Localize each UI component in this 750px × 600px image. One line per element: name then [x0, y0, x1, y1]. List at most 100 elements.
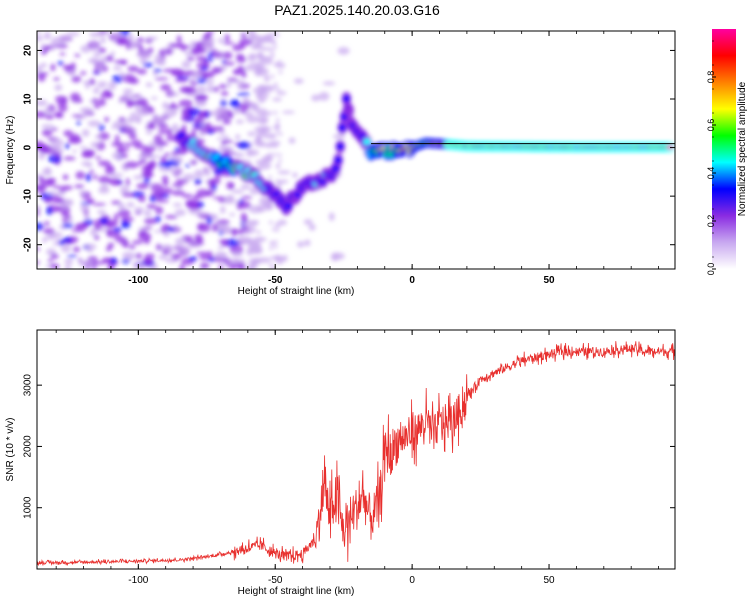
- spectrogram-cell: [83, 109, 90, 116]
- spectrogram-cell: [114, 59, 128, 65]
- spectrogram-cell: [74, 53, 81, 58]
- spectrogram-cell: [246, 115, 259, 123]
- spectrogram-cell: [179, 264, 185, 269]
- spectrogram-cell: [212, 222, 218, 232]
- y-tick-label: 3000: [23, 374, 34, 397]
- spectrogram-cell: [337, 46, 350, 55]
- spectrogram-cell: [63, 156, 76, 161]
- spectrogram-cell: [267, 175, 272, 180]
- spectrogram-cell: [232, 68, 247, 75]
- spectrogram-cell: [174, 147, 180, 152]
- spectrogram-cell: [273, 45, 278, 50]
- spectrogram-cell: [237, 92, 251, 97]
- spectrogram-cell: [253, 137, 264, 147]
- spectrogram-cell: [85, 82, 90, 90]
- spectrogram-cell: [153, 134, 163, 144]
- spectrogram-cell: [154, 77, 169, 81]
- spectrogram-cell: [227, 194, 234, 201]
- spectrogram-cell: [231, 228, 238, 237]
- spectrogram-cell: [85, 173, 92, 182]
- spectrogram-cell: [272, 97, 282, 102]
- spectrogram-cell: [137, 154, 151, 159]
- spectrogram-cell: [194, 99, 207, 107]
- spectrogram-cell: [37, 260, 40, 265]
- spectrogram-cell: [273, 110, 278, 115]
- spectrogram-cell: [41, 128, 53, 137]
- spectrogram-cell: [247, 221, 259, 227]
- spectrogram-cell: [218, 37, 224, 44]
- spectrogram-cell: [165, 227, 176, 231]
- spectrogram-cell: [76, 120, 81, 126]
- spectrogram-cell: [121, 216, 135, 222]
- spectrogram-cell: [137, 195, 146, 203]
- spectrogram-cell: [268, 262, 273, 267]
- spectrogram-cell: [172, 202, 182, 207]
- spectrogram-cell: [275, 62, 286, 69]
- spectrogram-cell: [194, 41, 201, 49]
- spectrogram-cell: [220, 239, 229, 248]
- spectrogram-cell: [107, 177, 121, 185]
- spectrogram-cell: [171, 189, 185, 196]
- spectrogram-cell: [150, 96, 158, 100]
- x-tick-label: 0: [409, 275, 415, 286]
- spectrogram-cell: [172, 71, 185, 77]
- colorbar-tick-label: 0.4: [706, 167, 716, 180]
- spectrogram-cell: [243, 111, 254, 117]
- spectrogram-cell: [60, 185, 73, 191]
- spectrogram-cell: [186, 56, 195, 62]
- spectrogram-cell: [292, 172, 298, 178]
- spectrogram-cell: [37, 184, 47, 192]
- spectrogram-cell: [246, 265, 257, 269]
- spectrogram-cell: [89, 228, 98, 237]
- spectrogram-cell: [148, 162, 158, 167]
- spectrogram-cell: [96, 84, 108, 88]
- spectrogram-cell: [98, 175, 111, 184]
- spectrogram-cell: [42, 237, 48, 243]
- spectrogram-cell: [46, 177, 57, 185]
- spectrogram-cell: [145, 124, 156, 130]
- spectrogram-cell: [278, 70, 283, 75]
- spectrogram-cell: [297, 241, 305, 248]
- spectrogram-cell: [278, 131, 283, 136]
- spectrogram-cell: [89, 78, 95, 86]
- spectrogram-cell: [52, 185, 62, 189]
- spectrogram-cell: [43, 227, 55, 235]
- spectrogram-cell: [72, 149, 77, 154]
- spectrogram-cell: [206, 84, 214, 93]
- spectrogram-cell: [133, 175, 144, 180]
- spectrogram-cell: [224, 147, 235, 152]
- spectrogram-cell: [125, 129, 133, 133]
- spectrogram-cell: [150, 183, 163, 193]
- spectrogram-cell: [218, 83, 228, 89]
- spectrogram-cell: [278, 181, 283, 186]
- spectrogram-cell: [215, 106, 227, 115]
- spectrogram-cell: [666, 145, 674, 150]
- spectrogram-cell: [146, 36, 159, 41]
- spectrogram-cell: [37, 34, 43, 42]
- spectrogram-cell: [63, 237, 72, 243]
- spectrogram-cell: [105, 246, 112, 252]
- spectrogram-cell: [189, 107, 196, 111]
- spectrogram-cell: [226, 77, 238, 82]
- spectrogram-cell: [248, 62, 259, 67]
- spectrogram-cell: [256, 230, 261, 235]
- spectrogram-cell: [253, 257, 263, 264]
- spectrogram-cell: [135, 252, 143, 260]
- x-tick-label: -50: [268, 575, 283, 586]
- spectrogram-cell: [50, 138, 64, 148]
- spectrogram-cell: [69, 92, 81, 102]
- spectrogram-cell: [158, 199, 170, 203]
- spectrogram-cell: [207, 179, 215, 186]
- spectrogram-cell: [84, 212, 90, 221]
- spectrogram-cell: [233, 106, 241, 115]
- spectrogram-cell: [155, 243, 162, 251]
- spectrogram-cell: [206, 216, 213, 225]
- spectrogram-cell: [62, 174, 69, 181]
- spectrogram-cell: [74, 184, 85, 189]
- spectrogram-cell: [154, 54, 162, 60]
- spectrogram-cell: [87, 41, 101, 45]
- spectrogram-cell: [241, 33, 246, 38]
- spectrogram-cell: [224, 34, 230, 42]
- spectrogram-cell: [269, 33, 274, 38]
